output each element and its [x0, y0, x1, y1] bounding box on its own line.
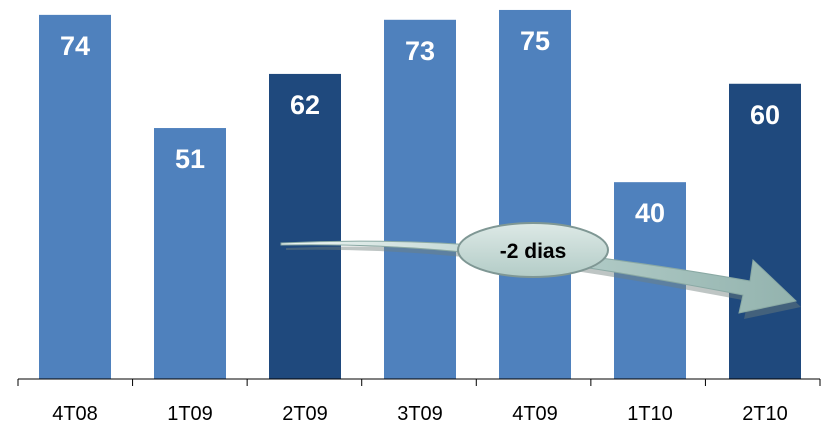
x-tick-label: 4T09	[512, 403, 558, 425]
x-tick-label: 4T08	[52, 403, 98, 425]
bar-4t08	[39, 14, 111, 379]
bar-4t09	[499, 9, 571, 379]
annotation-label: -2 dias	[500, 240, 567, 263]
x-axis	[17, 378, 821, 386]
bar-3t09	[384, 19, 456, 380]
bars-layer: 74 51 62 73 75 40 60	[39, 9, 801, 380]
x-tick-label: 1T09	[167, 403, 213, 425]
bar-value-label: 51	[175, 144, 205, 174]
trend-annotation: -2 dias	[280, 222, 801, 319]
x-tick-label: 1T10	[627, 403, 673, 425]
x-tick-label: 2T09	[282, 403, 328, 425]
bar-value-label: 75	[520, 26, 550, 56]
bar-value-label: 60	[750, 100, 780, 130]
annotation-badge	[457, 222, 609, 278]
x-tick-label: 3T09	[397, 403, 443, 425]
bar-2t09	[269, 73, 341, 380]
bar-value-label: 62	[290, 90, 320, 120]
bar-2t10	[729, 83, 801, 379]
bar-value-label: 73	[405, 36, 435, 66]
bar-value-label: 40	[635, 198, 665, 228]
x-tick-labels: 4T08 1T09 2T09 3T09 4T09 1T10 2T10	[52, 403, 788, 425]
bar-value-label: 74	[60, 31, 90, 61]
x-tick-label: 2T10	[742, 403, 788, 425]
bar-1t09	[154, 128, 226, 379]
